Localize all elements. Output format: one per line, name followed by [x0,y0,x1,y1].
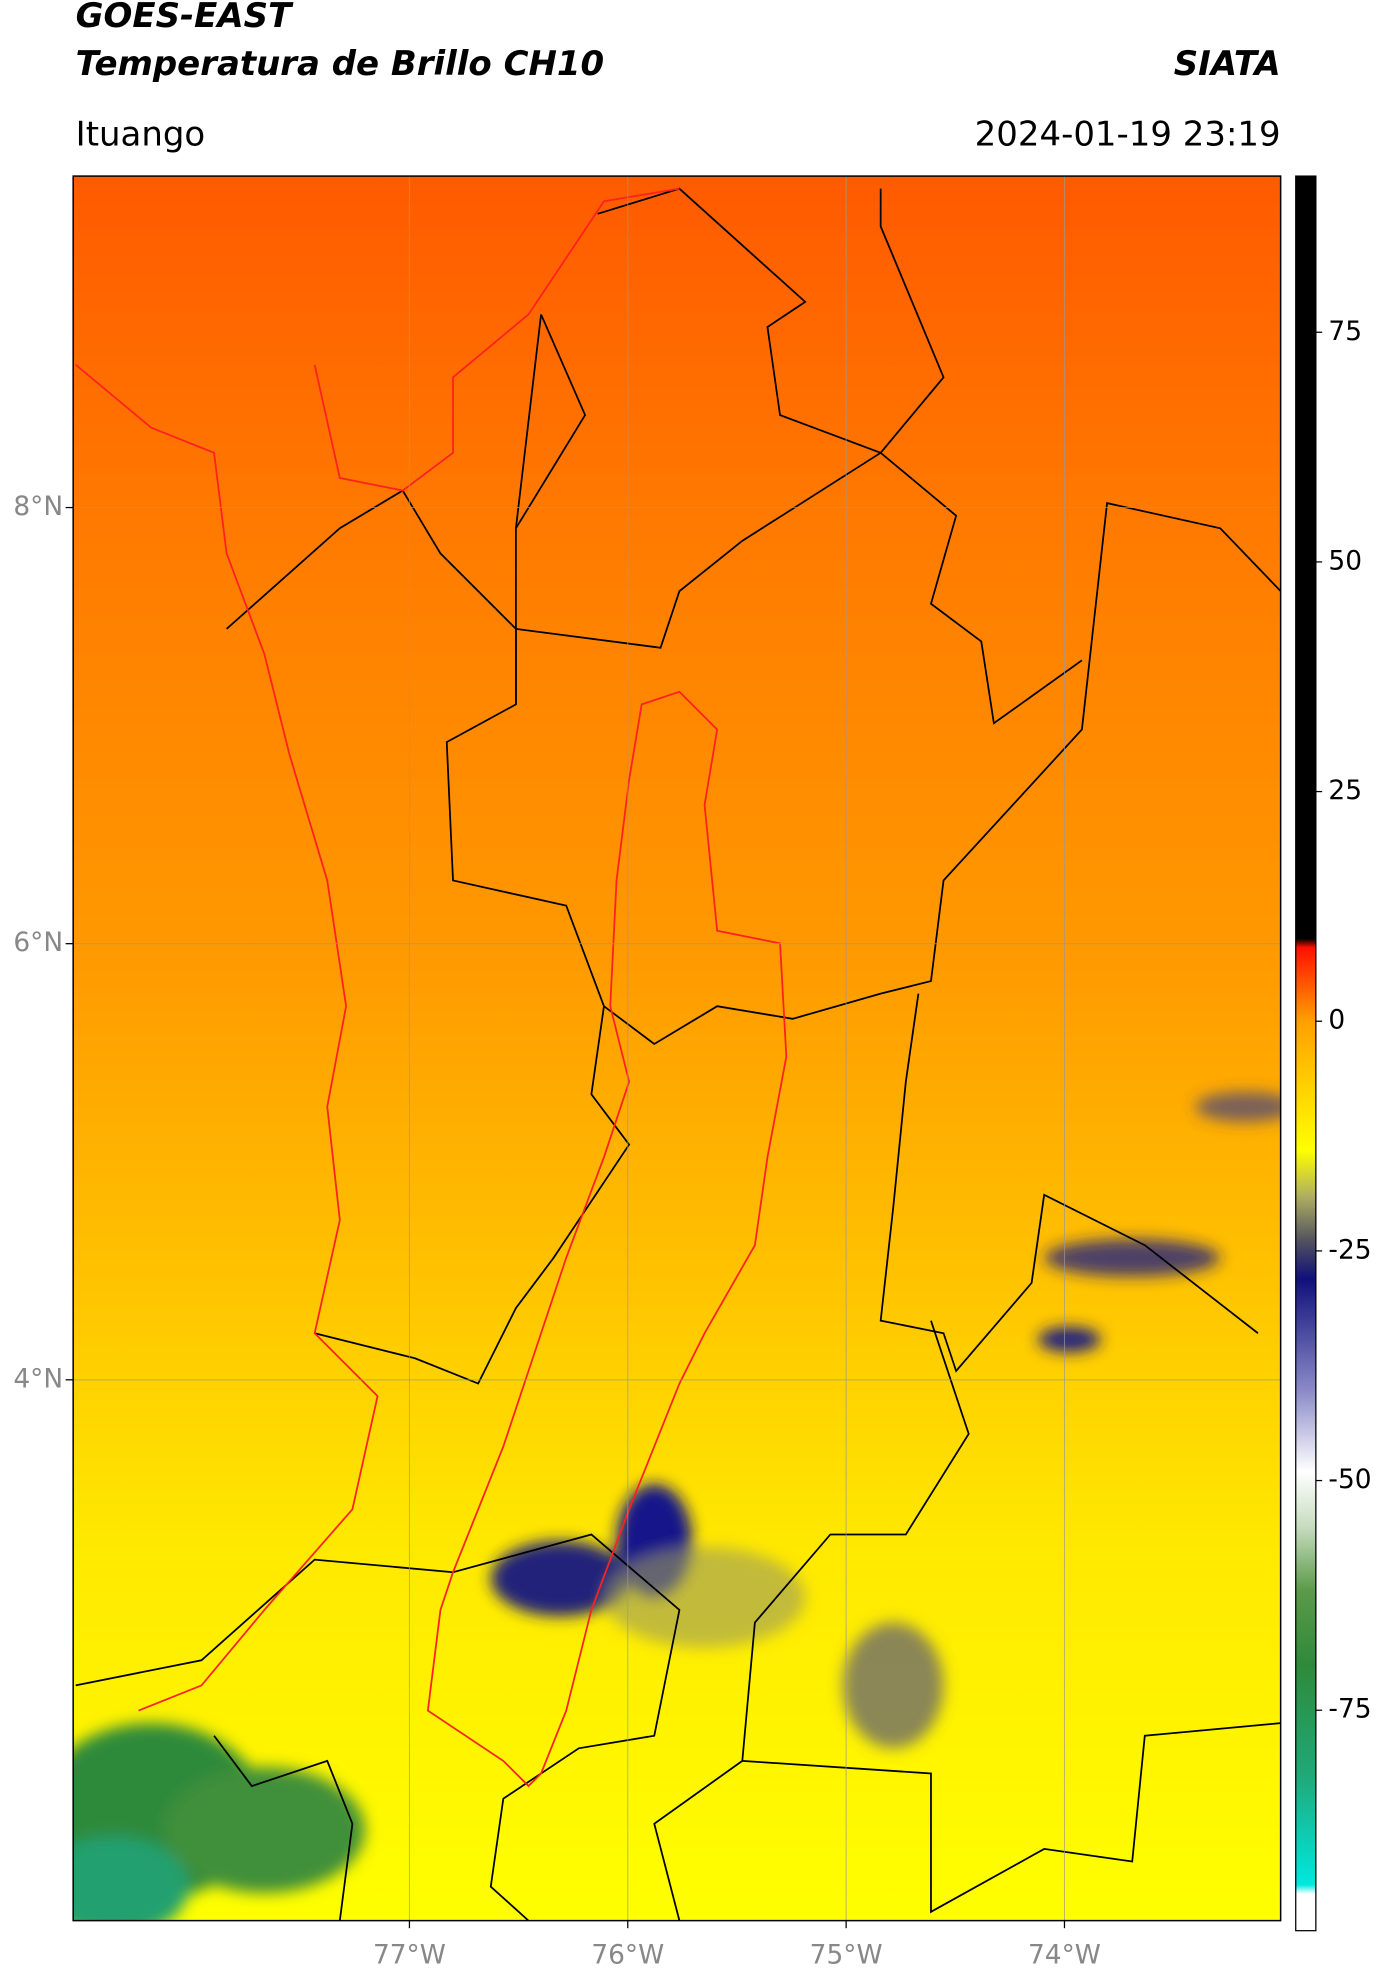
colorbar-tick-label: 75 [1328,316,1362,347]
colorbar-tick-label: -75 [1328,1694,1371,1725]
location: Ituango [76,114,206,154]
border [742,1722,1281,1914]
subtitle: Temperatura de Brillo CH10 [76,44,604,84]
cloud [842,1622,944,1749]
coastline [75,364,379,1712]
temperature-field [73,176,1281,1921]
colorbar-tick-label: -50 [1328,1464,1371,1495]
y-tick-label: 4°N [13,1363,63,1394]
border [75,1533,681,1921]
grid [73,176,1281,1921]
map-field [73,176,1281,1921]
borders [75,187,1281,1921]
border [314,1006,631,1385]
cloud [1037,1326,1101,1353]
border [226,489,517,705]
x-tick-label: 76°W [591,1939,664,1970]
colorbar-tick-label: 25 [1328,775,1362,806]
colorbar: 75 50 25 0 -25 -50 -75 [1295,175,1372,1932]
cloud [73,1836,189,1921]
cloud [490,1540,630,1617]
colorbar-fill [1295,175,1317,1932]
border [879,993,1259,1373]
cloud [1044,1238,1221,1277]
map-frame [72,175,1282,1922]
border [653,1320,970,1921]
colorbar-tick-label: 0 [1328,1005,1345,1036]
x-tick-label: 75°W [810,1939,883,1970]
title: GOES-EAST [76,0,294,36]
y-tick-label: 6°N [13,927,63,958]
cloud [163,1767,365,1893]
border [515,314,1083,725]
x-tick-label: 77°W [373,1939,446,1970]
y-tick-label: 8°N [13,491,63,522]
datetime: 2024-01-19 23:19 [975,114,1281,154]
cloud [603,1547,806,1648]
border [213,1735,354,1921]
border [597,187,945,454]
basin-outline [426,690,788,1788]
source: SIATA [1174,44,1281,84]
axes: 77°W 76°W 75°W 74°W 8°N 6°N 4°N [13,491,1101,1970]
colorbar-tick-label: 50 [1328,545,1362,576]
red-outlines [75,187,788,1788]
cloud [1195,1091,1281,1122]
colorbar-tick-label: -25 [1328,1234,1371,1265]
coastline [313,187,680,492]
x-tick-label: 74°W [1028,1939,1101,1970]
